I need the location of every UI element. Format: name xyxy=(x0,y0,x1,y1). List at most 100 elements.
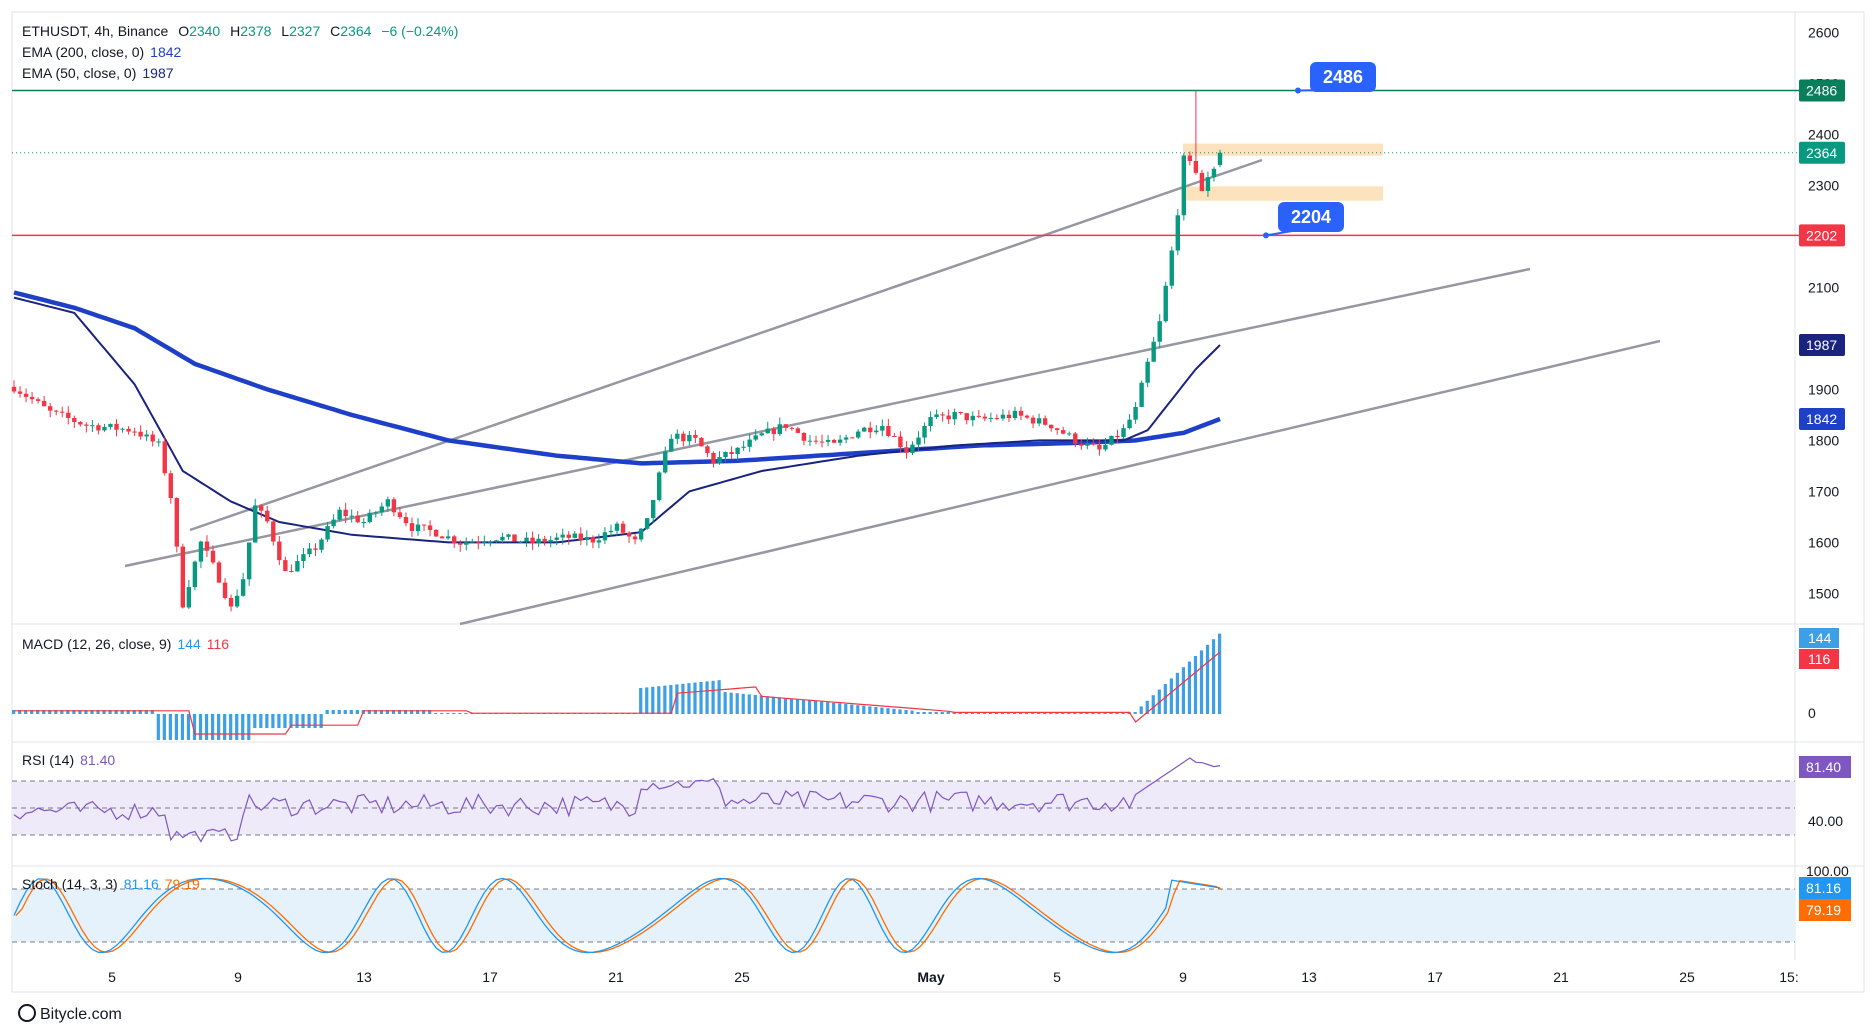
macd-bar xyxy=(856,705,860,714)
candle-body xyxy=(216,562,222,583)
candle-body xyxy=(1157,321,1162,342)
macd-bar xyxy=(241,714,245,740)
ema200-legend[interactable]: EMA (200, close, 0) 1842 xyxy=(22,42,187,62)
candle-body xyxy=(1000,414,1006,419)
time-tick-label: 15: xyxy=(1779,969,1798,985)
macd-bar xyxy=(18,710,22,714)
candle-body xyxy=(96,425,101,431)
candle-body xyxy=(1133,406,1138,420)
candle-body xyxy=(409,523,415,531)
candle-body xyxy=(379,506,385,513)
ema50-label: EMA (50, close, 0) xyxy=(22,65,137,81)
macd-bar xyxy=(277,714,281,728)
macd-bar xyxy=(12,710,16,714)
candle-body xyxy=(783,424,789,428)
candle-body xyxy=(319,539,324,550)
candle-body xyxy=(361,522,366,524)
candle-body xyxy=(72,418,77,423)
macd-bar xyxy=(367,710,371,714)
candle-body xyxy=(886,425,891,436)
candle-body xyxy=(228,597,234,607)
callout-2204-label: 2204 xyxy=(1291,207,1331,227)
macd-bar xyxy=(1151,695,1155,714)
candle-body xyxy=(554,537,559,540)
macd-bar xyxy=(168,714,172,740)
macd-bar xyxy=(253,714,257,728)
macd-bar xyxy=(204,714,209,740)
macd-bar xyxy=(126,710,130,714)
stoch-d-value: 79.19 xyxy=(164,876,200,892)
macd-bar xyxy=(874,707,878,714)
candle-body xyxy=(433,529,439,537)
macd-bar xyxy=(1218,633,1222,714)
macd-bar xyxy=(265,714,269,728)
candle-body xyxy=(150,434,155,442)
macd-bar xyxy=(838,703,842,714)
macd-bar xyxy=(952,712,956,714)
macd-bar xyxy=(826,702,830,714)
price-badge-label: 2202 xyxy=(1806,227,1837,243)
candle-body xyxy=(922,426,927,438)
macd-bar xyxy=(391,710,396,714)
candle-body xyxy=(644,518,650,529)
price-badge xyxy=(1799,224,1845,247)
candle-body xyxy=(771,428,776,435)
macd-bar xyxy=(1163,684,1167,714)
open-value: 2340 xyxy=(189,23,221,39)
macd-bar xyxy=(48,710,52,714)
macd-bar xyxy=(1175,672,1179,714)
candle-body xyxy=(78,422,83,425)
macd-bar xyxy=(162,714,166,740)
candle-body xyxy=(1103,444,1108,450)
candle-body xyxy=(1061,430,1066,434)
macd-bar xyxy=(916,712,920,714)
macd-bar xyxy=(114,710,118,714)
macd-bar xyxy=(422,710,426,714)
candle-body xyxy=(626,532,632,537)
candle-body xyxy=(1163,285,1168,322)
candle-body xyxy=(1091,443,1096,445)
candle-body xyxy=(494,540,499,542)
close-value: 2364 xyxy=(340,23,372,39)
candle-body xyxy=(427,525,433,530)
macd-bar xyxy=(735,693,739,714)
candle-body xyxy=(295,561,300,572)
macd-bar xyxy=(928,712,932,714)
macd-bar xyxy=(645,687,649,714)
stoch-k-badge-label: 81.16 xyxy=(1806,880,1841,896)
macd-bar xyxy=(259,714,263,728)
brand-footer[interactable]: Bitycle.com xyxy=(18,1004,122,1024)
brand-name: Bitycle.com xyxy=(40,1006,122,1023)
macd-bar xyxy=(271,714,275,728)
candle-body xyxy=(946,415,951,420)
signal-badge-label: 116 xyxy=(1808,651,1831,667)
rsi-value: 81.40 xyxy=(80,752,116,768)
macd-bar xyxy=(132,710,136,714)
candle-body xyxy=(765,428,770,434)
candle-body xyxy=(500,536,505,541)
macd-bar xyxy=(795,699,800,714)
macd-bar xyxy=(681,683,685,714)
rsi-line xyxy=(13,757,1221,843)
candle-body xyxy=(1169,250,1174,286)
candle-body xyxy=(560,534,565,538)
rsi-legend[interactable]: RSI (14) 81.40 xyxy=(22,750,121,770)
stoch-legend[interactable]: Stoch (14, 3, 3) 81.16 79.19 xyxy=(22,874,206,894)
candle-body xyxy=(512,534,517,542)
candle-body xyxy=(608,530,614,533)
candle-body xyxy=(234,595,240,607)
candle-body xyxy=(970,415,975,421)
ema50-legend[interactable]: EMA (50, close, 0) 1987 xyxy=(22,63,180,83)
time-tick-label: 21 xyxy=(1553,969,1569,985)
macd-bar xyxy=(946,712,950,714)
macd-bar xyxy=(717,680,721,714)
candle-body xyxy=(451,536,457,544)
macd-bar xyxy=(657,686,661,714)
macd-bar xyxy=(675,684,679,714)
macd-bar xyxy=(723,692,727,714)
candle-body xyxy=(84,424,89,426)
macd-bar xyxy=(820,701,824,714)
macd-legend[interactable]: MACD (12, 26, close, 9) 144 116 xyxy=(22,634,235,654)
macd-bar xyxy=(60,710,64,714)
